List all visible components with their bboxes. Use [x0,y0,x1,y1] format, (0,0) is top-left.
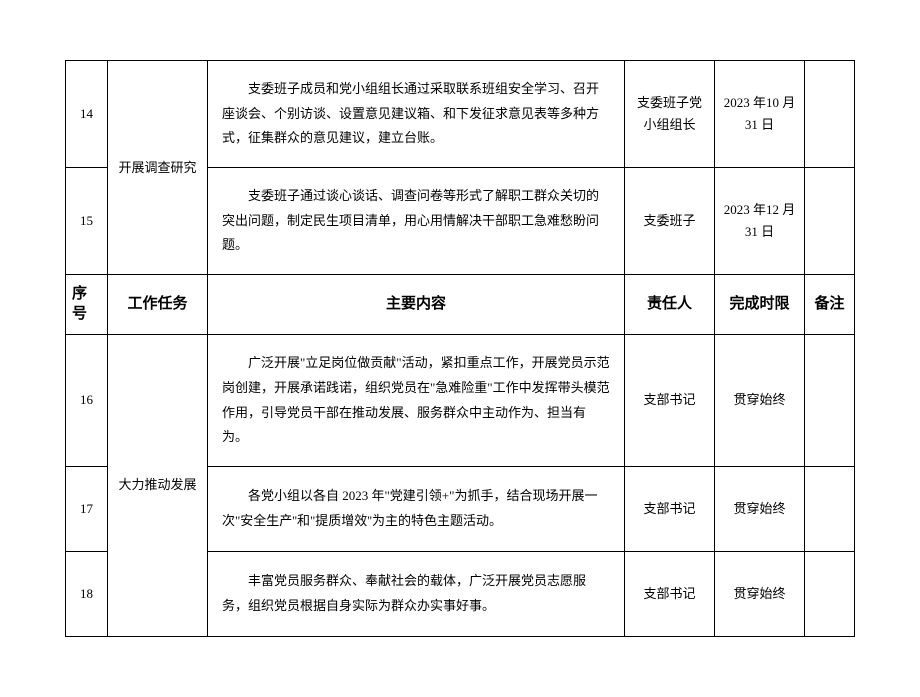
header-responsible: 责任人 [625,275,715,335]
content-cell: 支委班子通过谈心谈话、调查问卷等形式了解职工群众关切的突出问题，制定民生项目清单… [208,168,625,275]
content-cell: 各党小组以各自 2023 年"党建引领+"为抓手，结合现场开展一次"安全生产''… [208,466,625,551]
table-row: 16 大力推动发展 广泛开展"立足岗位做贡献"活动，紧扣重点工作，开展党员示范岗… [66,335,855,467]
deadline-cell: 2023 年10 月 31 日 [715,61,805,168]
deadline-cell: 贯穿始终 [715,551,805,636]
seq-cell: 18 [66,551,108,636]
remark-cell [805,551,855,636]
responsible-cell: 支部书记 [625,466,715,551]
seq-cell: 17 [66,466,108,551]
table-row: 14 开展调查研究 支委班子成员和党小组组长通过采取联系班组安全学习、召开座谈会… [66,61,855,168]
deadline-cell: 贯穿始终 [715,466,805,551]
seq-cell: 16 [66,335,108,467]
responsible-cell: 支委班子 [625,168,715,275]
header-seq: 序号 [66,275,108,335]
task-cell: 大力推动发展 [108,335,208,637]
seq-cell: 14 [66,61,108,168]
header-content: 主要内容 [208,275,625,335]
responsible-cell: 支部书记 [625,335,715,467]
remark-cell [805,335,855,467]
task-cell: 开展调查研究 [108,61,208,275]
remark-cell [805,466,855,551]
content-cell: 广泛开展"立足岗位做贡献"活动，紧扣重点工作，开展党员示范岗创建，开展承诺践诺，… [208,335,625,467]
content-cell: 支委班子成员和党小组组长通过采取联系班组安全学习、召开座谈会、个别访谈、设置意见… [208,61,625,168]
header-deadline: 完成时限 [715,275,805,335]
remark-cell [805,61,855,168]
header-remark: 备注 [805,275,855,335]
responsible-cell: 支部书记 [625,551,715,636]
work-plan-table: 14 开展调查研究 支委班子成员和党小组组长通过采取联系班组安全学习、召开座谈会… [65,60,855,637]
responsible-cell: 支委班子党小组组长 [625,61,715,168]
header-task: 工作任务 [108,275,208,335]
header-row: 序号 工作任务 主要内容 责任人 完成时限 备注 [66,275,855,335]
seq-cell: 15 [66,168,108,275]
remark-cell [805,168,855,275]
content-cell: 丰富党员服务群众、奉献社会的载体，广泛开展党员志愿服务，组织党员根据自身实际为群… [208,551,625,636]
deadline-cell: 2023 年12 月 31 日 [715,168,805,275]
deadline-cell: 贯穿始终 [715,335,805,467]
